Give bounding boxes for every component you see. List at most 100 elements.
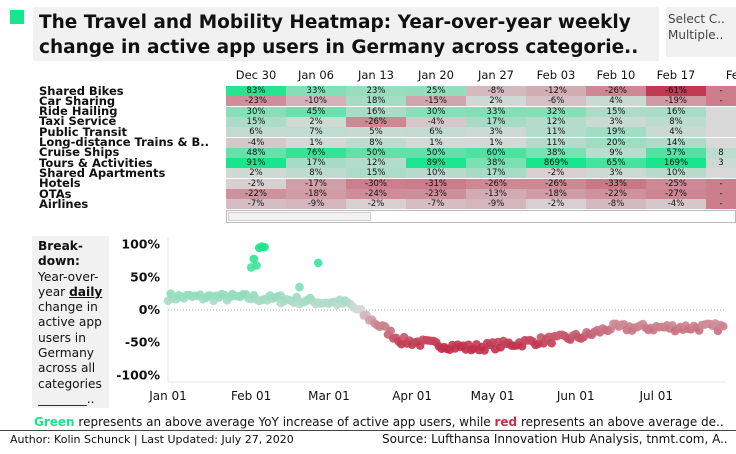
heatmap-cell[interactable]: 30% — [406, 106, 466, 117]
heatmap-cell[interactable]: 2% — [466, 96, 526, 107]
heatmap-horizontal-scrollbar[interactable] — [226, 210, 736, 223]
heatmap-cell[interactable]: -12% — [526, 86, 586, 96]
heatmap-cell[interactable]: 19% — [586, 127, 646, 138]
heatmap-cell[interactable]: 48% — [226, 147, 286, 158]
heatmap-cell[interactable]: 15% — [586, 106, 646, 117]
heatmap-cell[interactable]: 50% — [346, 147, 406, 158]
heatmap-cell[interactable]: 6% — [406, 127, 466, 138]
heatmap-cell[interactable]: 9% — [586, 147, 646, 158]
heatmap-cell[interactable]: 12% — [526, 116, 586, 127]
heatmap-cell[interactable]: 8 — [706, 147, 736, 158]
heatmap-cell[interactable]: -61% — [646, 86, 706, 96]
heatmap-cell[interactable]: -26% — [466, 178, 526, 189]
heatmap-cell[interactable]: -2% — [526, 168, 586, 179]
heatmap-cell[interactable]: 5% — [346, 127, 406, 138]
heatmap-cell[interactable]: 25% — [406, 86, 466, 96]
heatmap-cell[interactable]: 6% — [226, 127, 286, 138]
heatmap-cell[interactable]: -33% — [586, 178, 646, 189]
heatmap-cell[interactable]: 869% — [526, 158, 586, 169]
heatmap-cell[interactable]: 65% — [586, 158, 646, 169]
heatmap-cell[interactable]: 33% — [286, 86, 346, 96]
heatmap-cell[interactable]: - — [706, 189, 736, 199]
category-select[interactable]: Select C.. Multiple.. — [666, 7, 736, 57]
heatmap-cell[interactable]: 11% — [526, 127, 586, 138]
heatmap-cell[interactable]: -8% — [586, 199, 646, 210]
heatmap-cell[interactable] — [706, 106, 736, 117]
heatmap-cell[interactable]: -9% — [466, 199, 526, 210]
heatmap-cell[interactable]: -7% — [406, 199, 466, 210]
heatmap-cell[interactable]: 7% — [286, 127, 346, 138]
heatmap-cell[interactable]: 15% — [226, 116, 286, 127]
heatmap-cell[interactable]: 18% — [346, 96, 406, 107]
heatmap-cell[interactable]: - — [706, 199, 736, 210]
heatmap-cell[interactable]: 38% — [466, 158, 526, 169]
heatmap-cell[interactable]: 3% — [586, 116, 646, 127]
heatmap-cell[interactable]: -2% — [526, 199, 586, 210]
heatmap-cell[interactable]: 8% — [286, 168, 346, 179]
heatmap-cell[interactable]: 1% — [466, 137, 526, 148]
heatmap-cell[interactable]: -7% — [226, 199, 286, 210]
heatmap-cell[interactable]: -30% — [346, 178, 406, 189]
heatmap-cell[interactable]: -8% — [466, 86, 526, 96]
heatmap-cell[interactable]: -23% — [406, 189, 466, 199]
heatmap-cell[interactable]: - — [706, 178, 736, 189]
heatmap-cell[interactable]: 76% — [286, 147, 346, 158]
heatmap-cell[interactable]: 1% — [286, 137, 346, 148]
heatmap-cell[interactable]: -10% — [286, 96, 346, 107]
heatmap-cell[interactable] — [706, 168, 736, 179]
heatmap-cell[interactable]: 16% — [646, 106, 706, 117]
heatmap-cell[interactable]: 10% — [646, 168, 706, 179]
heatmap-cell[interactable]: 17% — [466, 116, 526, 127]
heatmap-cell[interactable]: - — [706, 96, 736, 107]
heatmap-cell[interactable]: 17% — [466, 168, 526, 179]
heatmap-cell[interactable]: -23% — [226, 96, 286, 107]
heatmap-cell[interactable]: 3% — [466, 127, 526, 138]
heatmap-cell[interactable]: 20% — [586, 137, 646, 148]
heatmap-cell[interactable]: 57% — [646, 147, 706, 158]
heatmap-cell[interactable]: 17% — [286, 158, 346, 169]
heatmap-cell[interactable]: 14% — [646, 137, 706, 148]
heatmap-cell[interactable]: -19% — [646, 96, 706, 107]
heatmap-cell[interactable]: -24% — [346, 189, 406, 199]
heatmap-cell[interactable]: 45% — [286, 106, 346, 117]
heatmap-cell[interactable]: -22% — [226, 189, 286, 199]
heatmap-cell[interactable]: 3 — [706, 158, 736, 169]
heatmap-cell[interactable]: 169% — [646, 158, 706, 169]
heatmap-cell[interactable]: -2% — [226, 178, 286, 189]
heatmap-cell[interactable]: -27% — [646, 189, 706, 199]
heatmap-cell[interactable]: 38% — [526, 147, 586, 158]
heatmap-cell[interactable]: -4% — [646, 199, 706, 210]
heatmap-cell[interactable]: -9% — [286, 199, 346, 210]
heatmap-cell[interactable]: - — [706, 86, 736, 96]
heatmap-cell[interactable]: 33% — [466, 106, 526, 117]
heatmap-cell[interactable]: 11% — [526, 137, 586, 148]
heatmap-cell[interactable] — [706, 127, 736, 138]
heatmap-cell[interactable]: 50% — [406, 147, 466, 158]
heatmap-cell[interactable]: 1% — [406, 137, 466, 148]
heatmap-cell[interactable]: 15% — [346, 168, 406, 179]
heatmap-cell[interactable]: 4% — [586, 96, 646, 107]
heatmap-cell[interactable]: -4% — [226, 137, 286, 148]
heatmap-cell[interactable]: -6% — [526, 96, 586, 107]
heatmap-cell[interactable]: 30% — [226, 106, 286, 117]
heatmap-cell[interactable]: 2% — [286, 116, 346, 127]
scrollbar-thumb[interactable] — [228, 212, 371, 221]
heatmap-cell[interactable]: 2% — [226, 168, 286, 179]
heatmap-cell[interactable] — [706, 116, 736, 127]
heatmap-cell[interactable]: -31% — [406, 178, 466, 189]
heatmap-cell[interactable]: -26% — [526, 178, 586, 189]
heatmap-cell[interactable]: -17% — [286, 178, 346, 189]
heatmap-cell[interactable]: 91% — [226, 158, 286, 169]
heatmap-cell[interactable]: -18% — [526, 189, 586, 199]
heatmap-cell[interactable]: -18% — [286, 189, 346, 199]
heatmap-cell[interactable]: 32% — [526, 106, 586, 117]
heatmap-cell[interactable]: -25% — [646, 178, 706, 189]
heatmap-cell[interactable]: 60% — [466, 147, 526, 158]
heatmap-cell[interactable]: -22% — [586, 189, 646, 199]
heatmap-cell[interactable]: 8% — [346, 137, 406, 148]
heatmap-cell[interactable]: -2% — [346, 199, 406, 210]
heatmap-cell[interactable]: 3% — [586, 168, 646, 179]
heatmap-cell[interactable]: 16% — [346, 106, 406, 117]
heatmap-cell[interactable]: 23% — [346, 86, 406, 96]
heatmap-cell[interactable]: 4% — [646, 127, 706, 138]
